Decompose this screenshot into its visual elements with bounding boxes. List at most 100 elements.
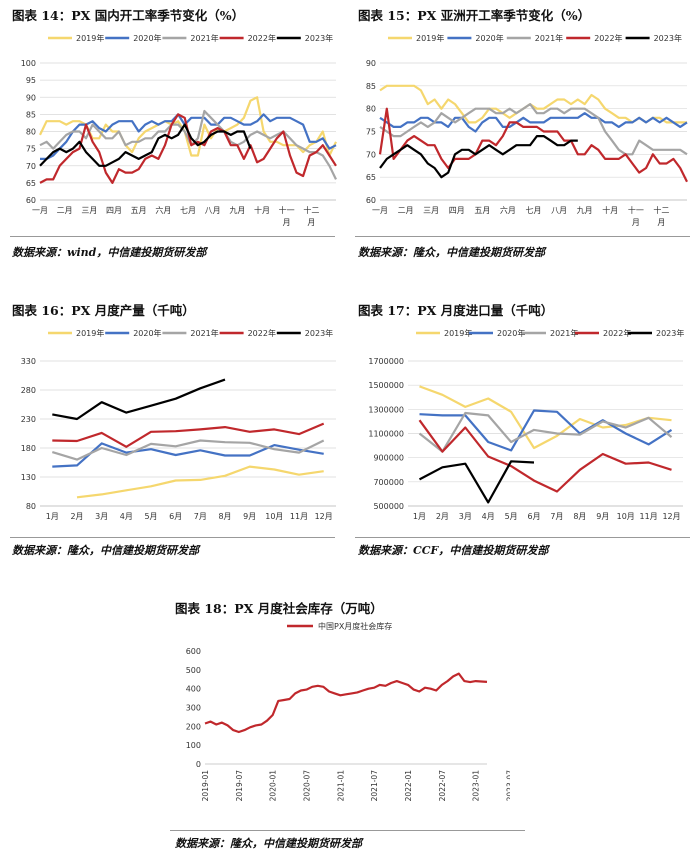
y-tick-label: 230: [21, 415, 36, 424]
x-tick-label: 五月: [474, 206, 490, 215]
series-line-中国PX月度社会库存: [204, 672, 488, 734]
y-tick-label: 1100000: [368, 430, 404, 439]
y-tick-label: 100: [21, 59, 36, 68]
x-tick-label: 六月: [500, 205, 516, 215]
y-tick-label: 60: [366, 196, 376, 205]
x-tick-label: 一月: [372, 206, 388, 215]
y-tick-label: 900000: [373, 454, 404, 463]
legend-label: 2019年: [416, 33, 444, 43]
x-tick-label: 2023-01: [472, 770, 481, 802]
x-tick-label: 7月: [194, 512, 207, 521]
x-tick-label: 9月: [243, 512, 256, 521]
x-tick-label: 十一月: [279, 205, 295, 227]
x-tick-label: 十二月: [303, 205, 319, 227]
y-tick-label: 1700000: [368, 357, 404, 366]
legend-label: 2021年: [190, 328, 218, 338]
series-line-2020年: [40, 113, 337, 160]
x-tick-label: 6月: [169, 512, 182, 521]
y-tick-label: 100: [186, 741, 201, 750]
legend-label: 2020年: [497, 328, 525, 338]
y-tick-label: 75: [26, 145, 36, 154]
y-tick-label: 500000: [373, 502, 404, 511]
legend-label: 2019年: [444, 328, 472, 338]
x-tick-label: 十月: [254, 205, 270, 215]
legend-label: 2023年: [656, 328, 684, 338]
chart-source: 数据来源：CCF，中信建投期货研发部: [358, 544, 549, 557]
x-tick-label: 2020-07: [303, 770, 312, 802]
chart-panel-16: 图表 16：PX 月度产量（千吨） 2019年 2020年 2021年 2022年 20…: [0, 295, 345, 560]
x-tick-label: 2019-07: [235, 770, 244, 802]
x-tick-label-line2: 月: [657, 218, 665, 227]
y-tick-label: 600: [186, 647, 201, 656]
divider: [10, 236, 335, 237]
chart-source: 数据来源：隆众，中信建投期货研发部: [12, 544, 199, 557]
y-tick-label: 330: [21, 357, 36, 366]
legend-label: 2023年: [305, 33, 333, 43]
legend-label: 2021年: [190, 33, 218, 43]
chart-title: 图表 17：PX 月度进口量（千吨）: [358, 303, 554, 318]
chart-15-plot: 2019年 2020年 2021年 2022年 2023年 60 65 70 75 80 85 90 一…: [366, 33, 688, 227]
x-tick-label: 八月: [551, 206, 567, 215]
series-line-2021年: [51, 439, 325, 461]
series-line-2023年: [39, 123, 252, 167]
y-tick-label: 65: [366, 173, 376, 182]
legend: 2019年 2020年 2021年 2022年 2023年: [416, 328, 684, 338]
legend-label: 2019年: [76, 33, 104, 43]
legend-label: 2020年: [133, 33, 161, 43]
x-tick-label: 二月: [398, 206, 414, 215]
y-tick-label: 700000: [373, 478, 404, 487]
x-tick-label: 4月: [482, 512, 495, 521]
legend-label: 2020年: [133, 328, 161, 338]
x-tick-label-line2: 月: [632, 218, 640, 227]
x-tick-label: 十一月: [628, 205, 644, 227]
legend-label: 2019年: [76, 328, 104, 338]
x-tick-label: 十二月: [653, 205, 669, 227]
x-tick-label: 9月: [596, 512, 609, 521]
chart-source: 数据来源：隆众，中信建投期货研发部: [175, 837, 362, 850]
y-tick-label: 90: [26, 93, 36, 102]
y-tick-label: 200: [186, 722, 201, 731]
x-tick-label: 七月: [526, 206, 542, 215]
x-tick-label: 四月: [449, 206, 465, 215]
x-tick-label: 1月: [413, 512, 426, 521]
series-line-2023年: [418, 460, 535, 504]
x-tick-label: 2月: [70, 512, 83, 521]
x-tick-label: 10月: [617, 512, 635, 521]
x-tick-label: 七月: [180, 206, 196, 215]
y-tick-label: 130: [21, 473, 36, 482]
legend-label: 2022年: [603, 328, 631, 338]
x-tick-label: 2021-01: [336, 770, 345, 802]
x-tick-label: 五月: [131, 206, 147, 215]
series-line-2023年: [52, 378, 226, 421]
x-tick-label: 1月: [46, 512, 59, 521]
y-tick-label: 180: [21, 444, 36, 453]
chart-panel-18: 图表 18：PX 月度社会库存（万吨） 中国PX月度社会库存 0 100 200 300…: [165, 594, 535, 857]
y-tick-label: 0: [196, 760, 201, 769]
chart-panel-15: 图表 15：PX 亚洲开工率季节变化（%） 2019年 2020年 2021年 202…: [350, 0, 700, 265]
x-tick-label: 三月: [81, 206, 97, 215]
legend: 2019年 2020年 2021年 2022年 2023年: [48, 328, 333, 338]
chart-title: 图表 15：PX 亚洲开工率季节变化（%）: [358, 8, 591, 23]
x-tick-label: 5月: [505, 512, 518, 521]
y-tick-label: 70: [26, 162, 36, 171]
chart-16-plot: 2019年 2020年 2021年 2022年 2023年 80 130 180 230 280 3…: [21, 328, 336, 521]
series-line-2022年: [418, 419, 672, 493]
series-line-2020年: [419, 409, 673, 452]
series-line-2020年: [379, 112, 688, 133]
x-tick-label: 2022-07: [438, 770, 447, 802]
y-tick-label: 80: [26, 502, 36, 511]
x-tick-label: 三月: [423, 206, 439, 215]
legend-label: 2023年: [654, 33, 682, 43]
x-tick-label: 3月: [459, 512, 472, 521]
chart-title: 图表 16：PX 月度产量（千吨）: [12, 303, 195, 318]
legend-label: 2020年: [475, 33, 503, 43]
y-tick-label: 80: [26, 128, 36, 137]
x-tick-label: 2月: [436, 512, 449, 521]
x-tick-label: 九月: [577, 206, 593, 215]
chart-title: 图表 18：PX 月度社会库存（万吨）: [175, 601, 383, 616]
y-tick-label: 70: [366, 150, 376, 159]
x-tick-label: 六月: [155, 205, 171, 215]
y-tick-label: 80: [366, 105, 376, 114]
x-tick-label: 12月: [662, 512, 680, 521]
legend-label: 2021年: [550, 328, 578, 338]
